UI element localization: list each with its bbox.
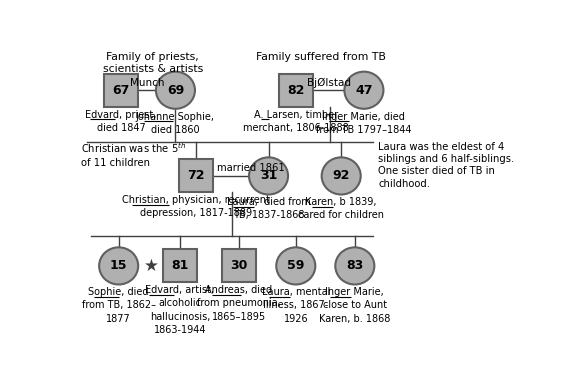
- FancyBboxPatch shape: [163, 249, 197, 282]
- Text: Illness, 1867-: Illness, 1867-: [263, 301, 328, 311]
- Text: from TB, 1862–: from TB, 1862–: [81, 301, 156, 311]
- Text: Family of priests,
scientists & artists: Family of priests, scientists & artists: [103, 52, 203, 74]
- Text: from TB 1797–1844: from TB 1797–1844: [316, 125, 411, 135]
- Text: BjØlstad: BjØlstad: [306, 78, 350, 88]
- Text: 82: 82: [287, 84, 305, 97]
- Text: hallucinosis,: hallucinosis,: [150, 312, 210, 322]
- Text: died 1860: died 1860: [151, 125, 200, 135]
- FancyBboxPatch shape: [104, 74, 138, 107]
- Text: 1877: 1877: [106, 313, 131, 324]
- Text: 69: 69: [167, 84, 184, 97]
- Text: Edvard, priest,: Edvard, priest,: [85, 110, 156, 120]
- Ellipse shape: [335, 247, 374, 285]
- Text: Inger Marie,: Inger Marie,: [325, 287, 384, 297]
- Ellipse shape: [322, 157, 361, 194]
- Text: Christian, physician, recurrent: Christian, physician, recurrent: [122, 196, 270, 206]
- Ellipse shape: [249, 157, 288, 194]
- Ellipse shape: [345, 72, 383, 109]
- Text: merchant, 1806-1888: merchant, 1806-1888: [243, 123, 349, 133]
- Text: Sophie, died: Sophie, died: [88, 287, 149, 297]
- Text: 81: 81: [171, 259, 189, 272]
- Text: TB, 1837-1868: TB, 1837-1868: [233, 210, 304, 220]
- Text: A. Larsen, timber: A. Larsen, timber: [254, 110, 338, 120]
- Text: Johanne Sophie,: Johanne Sophie,: [136, 112, 215, 122]
- Text: Edvard, artist,: Edvard, artist,: [145, 285, 214, 295]
- Text: 47: 47: [355, 84, 373, 97]
- Text: Laura,  died from: Laura, died from: [227, 197, 311, 207]
- Text: died 1847: died 1847: [97, 123, 145, 133]
- Text: 15: 15: [110, 259, 127, 272]
- Ellipse shape: [156, 72, 195, 109]
- Text: Inger Marie, died: Inger Marie, died: [322, 112, 406, 122]
- FancyBboxPatch shape: [278, 74, 313, 107]
- Text: ★: ★: [144, 257, 159, 275]
- Text: 1926: 1926: [284, 313, 308, 324]
- Text: 92: 92: [332, 170, 350, 183]
- FancyBboxPatch shape: [222, 249, 256, 282]
- Text: 59: 59: [287, 259, 305, 272]
- Text: Karen, b 1839,: Karen, b 1839,: [305, 197, 377, 207]
- Text: cared for children: cared for children: [298, 210, 384, 220]
- Text: 30: 30: [230, 259, 248, 272]
- FancyBboxPatch shape: [179, 160, 213, 193]
- Text: married 1861: married 1861: [217, 163, 285, 173]
- Text: depression, 1817-1889: depression, 1817-1889: [140, 209, 252, 219]
- Text: alcoholic: alcoholic: [158, 299, 202, 308]
- Text: Andreas, died: Andreas, died: [206, 285, 272, 295]
- Text: 67: 67: [113, 84, 130, 97]
- Ellipse shape: [99, 247, 138, 285]
- Text: 83: 83: [346, 259, 363, 272]
- Text: Family suffered from TB: Family suffered from TB: [256, 52, 386, 62]
- Text: 1865–1895: 1865–1895: [212, 312, 266, 322]
- Text: Christian was the 5$^{th}$
of 11 children: Christian was the 5$^{th}$ of 11 childre…: [81, 142, 187, 168]
- Text: Laura was the eldest of 4
siblings and 6 half-siblings.
One sister died of TB in: Laura was the eldest of 4 siblings and 6…: [379, 142, 515, 189]
- Text: Karen, b. 1868: Karen, b. 1868: [319, 313, 390, 324]
- Text: 1863-1944: 1863-1944: [154, 325, 206, 335]
- Text: close to Aunt: close to Aunt: [323, 301, 387, 311]
- Text: 72: 72: [187, 170, 205, 183]
- Text: Munch: Munch: [130, 78, 164, 88]
- Ellipse shape: [276, 247, 315, 285]
- Text: from pneumonia,: from pneumonia,: [197, 299, 281, 308]
- Text: 31: 31: [260, 170, 277, 183]
- Text: Laura, mental: Laura, mental: [261, 287, 330, 297]
